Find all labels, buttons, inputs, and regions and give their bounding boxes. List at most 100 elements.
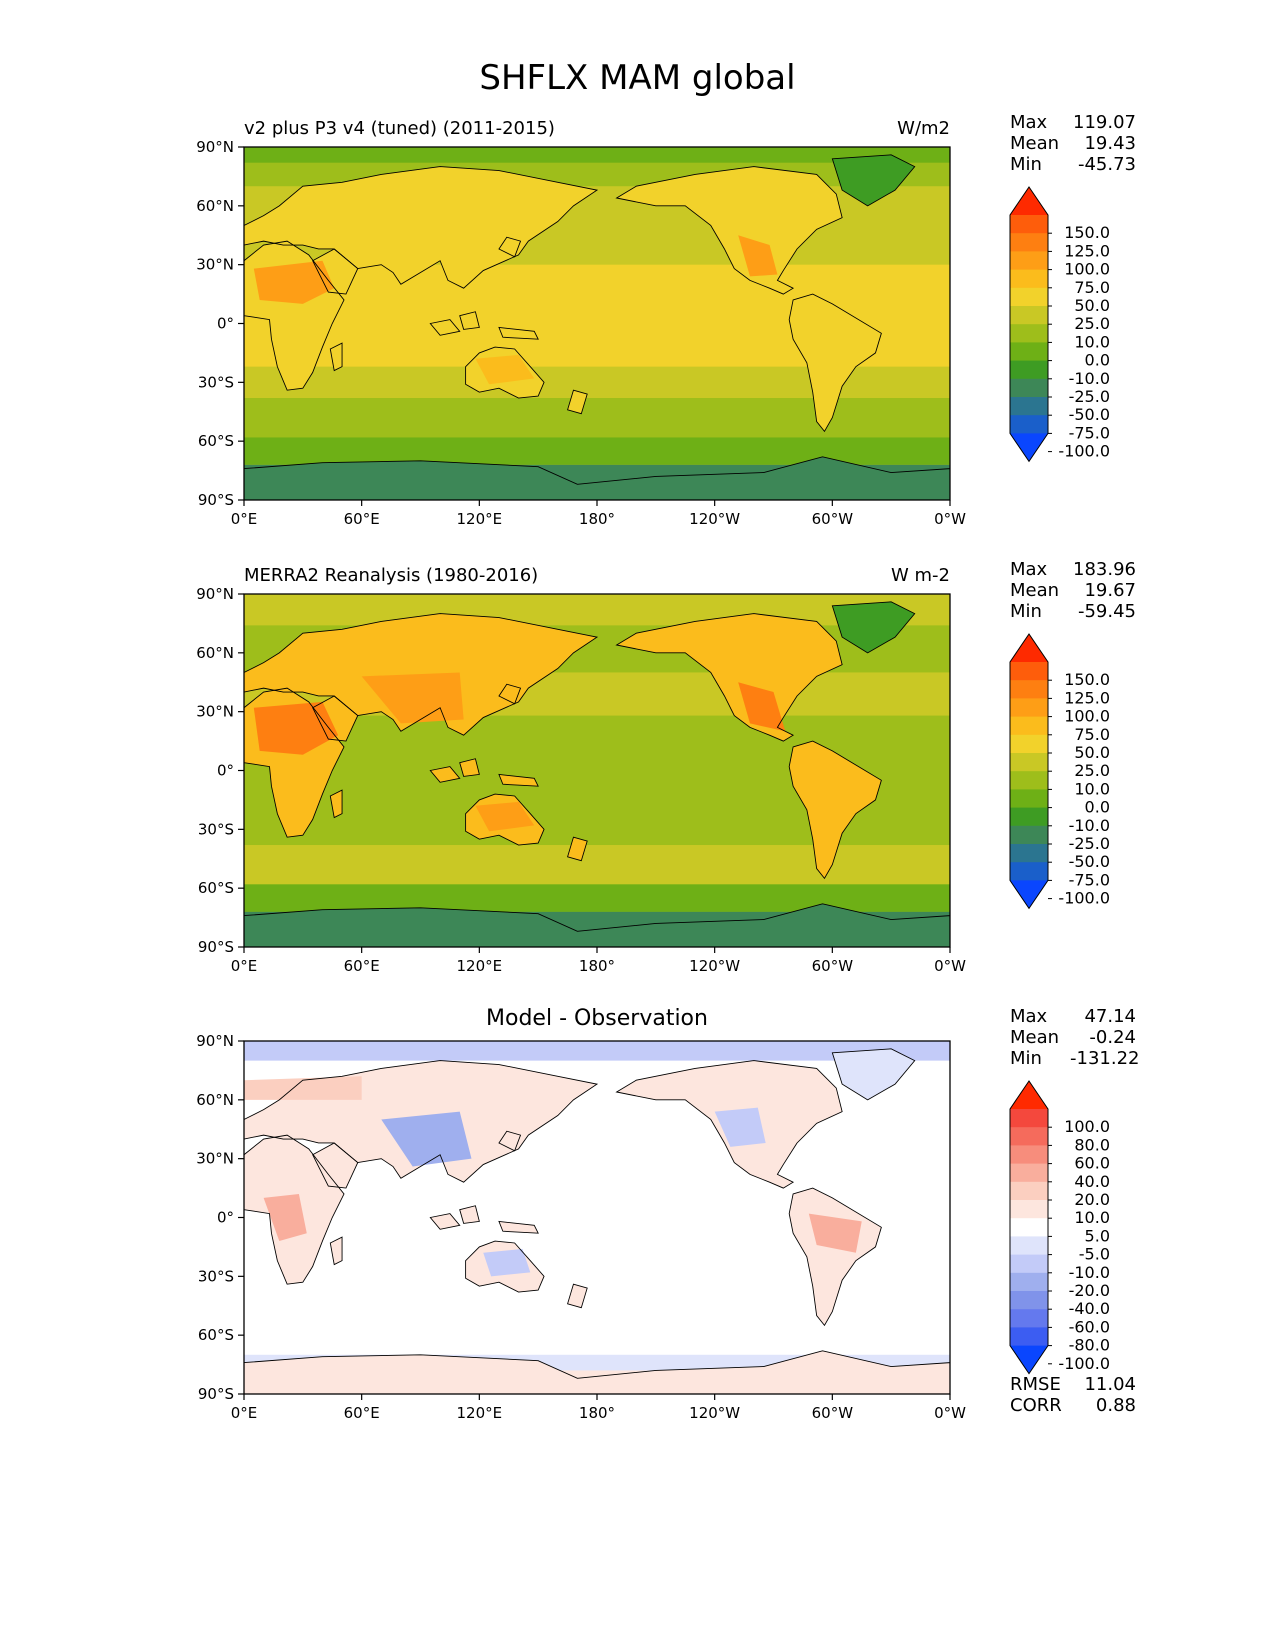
anomaly-region xyxy=(253,260,335,304)
colorbar-level-label: 125.0 xyxy=(1064,688,1110,707)
lon-tick-label: 0°E xyxy=(231,957,258,975)
panel-2-stats: Max 183.96 Mean 19.67 Min -59.45 xyxy=(1010,559,1136,622)
colorbar-segment xyxy=(1010,807,1048,827)
anomaly-region xyxy=(244,1076,362,1100)
panel-2-units: W m-2 xyxy=(890,565,950,586)
colorbar-level-label: -100.0 xyxy=(1058,889,1110,908)
colorbar-extend-bottom xyxy=(1010,880,1048,909)
colorbar-level-label: 100.0 xyxy=(1064,1117,1110,1136)
colorbar-segment xyxy=(1010,1181,1048,1201)
colorbar-level-label: 0.0 xyxy=(1085,798,1110,817)
stat-label: Min xyxy=(1010,1048,1042,1069)
colorbar-segment xyxy=(1010,1236,1048,1256)
stat-label: Min xyxy=(1010,601,1042,622)
lon-tick-label: 60°W xyxy=(812,957,854,975)
metric-label: RMSE xyxy=(1010,1374,1061,1395)
lon-tick-label: 60°E xyxy=(344,1404,380,1422)
stat-label: Min xyxy=(1010,154,1042,175)
colorbar-level-label: -25.0 xyxy=(1069,834,1110,853)
colorbar-segment xyxy=(1010,1200,1048,1219)
anomaly-region xyxy=(483,1248,531,1277)
latitude-band xyxy=(244,594,950,626)
anomaly-region xyxy=(381,1111,472,1167)
panel-1-map xyxy=(244,147,951,501)
lat-tick-label: 30°N xyxy=(196,1150,234,1168)
colorbar-segment xyxy=(1010,324,1048,343)
latitude-band xyxy=(244,437,950,465)
lon-tick-label: 180° xyxy=(579,510,615,528)
colorbar-segment xyxy=(1010,306,1048,325)
greenland-field xyxy=(832,601,915,653)
lat-tick-label: 30°S xyxy=(198,1267,234,1285)
lon-tick-label: 0°W xyxy=(934,1404,966,1422)
colorbar-segment xyxy=(1010,1254,1048,1274)
panel-2-map xyxy=(244,594,951,948)
panel-2-left-title: MERRA2 Reanalysis (1980-2016) xyxy=(244,565,539,586)
colorbar-segment xyxy=(1010,825,1048,845)
latitude-band xyxy=(244,1041,950,1061)
colorbar-level-label: 0.0 xyxy=(1085,351,1110,370)
colorbar-level-label: 50.0 xyxy=(1074,743,1110,762)
figure-title: SHFLX MAM global xyxy=(479,58,796,98)
colorbar-level-label: -100.0 xyxy=(1058,1354,1110,1373)
colorbar-extend-top xyxy=(1010,634,1048,662)
lat-tick-label: 90°N xyxy=(196,138,234,156)
panel-1-units: W/m2 xyxy=(897,118,950,139)
colorbar-level-label: 10.0 xyxy=(1074,332,1110,351)
colorbar-segment xyxy=(1010,233,1048,252)
anomaly-region xyxy=(808,1213,862,1253)
antarctica-field xyxy=(244,903,950,947)
lat-tick-label: 30°S xyxy=(198,820,234,838)
panel-1-stats: Max 119.07 Mean 19.43 Min -45.73 xyxy=(1010,112,1136,175)
colorbar-level-label: -40.0 xyxy=(1069,1299,1110,1318)
colorbar-segment xyxy=(1010,1272,1048,1292)
panel-1-left-title: v2 plus P3 v4 (tuned) (2011-2015) xyxy=(244,118,555,139)
colorbar-segment xyxy=(1010,753,1048,772)
colorbar-level-label: 150.0 xyxy=(1064,223,1110,242)
colorbar-level-label: -75.0 xyxy=(1069,423,1110,442)
colorbar-segment xyxy=(1010,716,1048,736)
greenland-field xyxy=(832,1048,915,1100)
lat-tick-label: 90°S xyxy=(198,1385,234,1403)
latitude-band xyxy=(244,884,950,912)
lon-tick-label: 60°E xyxy=(344,510,380,528)
lon-tick-label: 0°E xyxy=(231,510,258,528)
colorbar-level-label: -60.0 xyxy=(1069,1317,1110,1336)
colorbar-segment xyxy=(1010,1291,1048,1310)
colorbar-level-label: 125.0 xyxy=(1064,241,1110,260)
lon-tick-label: 180° xyxy=(579,1404,615,1422)
colorbar-level-label: 40.0 xyxy=(1074,1172,1110,1191)
panel-3-metrics: RMSE 11.04 CORR 0.88 xyxy=(1010,1374,1136,1416)
colorbar-level-label: -20.0 xyxy=(1069,1281,1110,1300)
lon-tick-label: 120°W xyxy=(689,510,740,528)
colorbar-level-label: 75.0 xyxy=(1074,725,1110,744)
lat-tick-label: 0° xyxy=(217,762,234,780)
stat-label: Mean xyxy=(1010,580,1060,601)
lon-tick-label: 60°W xyxy=(812,510,854,528)
colorbar-level-label: 60.0 xyxy=(1074,1154,1110,1173)
lon-tick-label: 0°E xyxy=(231,1404,258,1422)
lat-tick-label: 30°S xyxy=(198,373,234,391)
panel-3-center-title: Model - Observation xyxy=(486,1006,708,1031)
lat-tick-label: 30°N xyxy=(196,703,234,721)
lat-tick-label: 0° xyxy=(217,1209,234,1227)
stat-mean: -0.24 xyxy=(1089,1027,1136,1048)
greenland-field xyxy=(832,154,915,206)
colorbar-segment xyxy=(1010,360,1048,380)
colorbar-segment xyxy=(1010,862,1048,881)
coastlines xyxy=(244,1048,951,1395)
colorbar-level-label: -5.0 xyxy=(1079,1245,1110,1264)
colorbar-level-label: 50.0 xyxy=(1074,296,1110,315)
stat-label: Max xyxy=(1010,112,1048,133)
colorbar-segment xyxy=(1010,1109,1048,1128)
colorbar-segment xyxy=(1010,1145,1048,1165)
colorbar-level-label: 75.0 xyxy=(1074,278,1110,297)
colorbar-segment xyxy=(1010,844,1048,863)
colorbar-segment xyxy=(1010,378,1048,398)
colorbar-segment xyxy=(1010,397,1048,416)
colorbar-segment xyxy=(1010,789,1048,809)
colorbar-extend-bottom xyxy=(1010,1345,1048,1374)
colorbar-level-label: 25.0 xyxy=(1074,314,1110,333)
stat-label: Max xyxy=(1010,559,1048,580)
